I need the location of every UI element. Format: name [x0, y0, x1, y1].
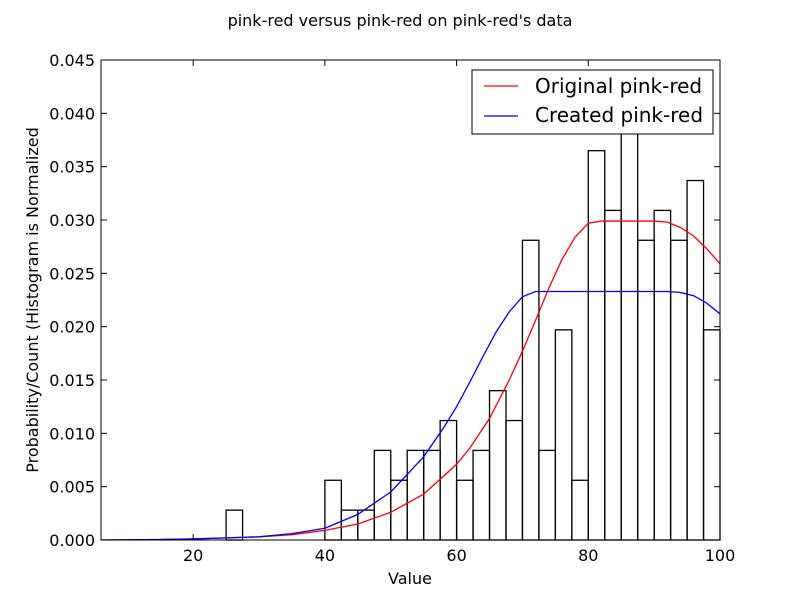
y-axis: 0.000 0.005 0.010 0.015 0.020 0.025 0.030 0.035…: [49, 51, 720, 550]
y-tick-label: 0.000: [49, 531, 95, 550]
x-tick-label: 80: [578, 546, 598, 565]
y-tick-label: 0.040: [49, 104, 95, 123]
y-tick-label: 0.035: [49, 158, 95, 177]
x-axis: 20 40 60 80 100: [183, 60, 735, 565]
y-tick-label: 0.020: [49, 318, 95, 337]
x-tick-label: 40: [315, 546, 335, 565]
y-tick-label: 0.030: [49, 211, 95, 230]
y-tick-label: 0.025: [49, 264, 95, 283]
y-axis-label: Probability/Count (Histogram is Normaliz…: [23, 127, 42, 473]
legend-label-original: Original pink-red: [535, 74, 702, 98]
y-tick-label: 0.010: [49, 424, 95, 443]
legend-label-created: Created pink-red: [535, 103, 703, 127]
x-tick-label: 100: [705, 546, 736, 565]
y-tick-label: 0.005: [49, 478, 95, 497]
chart-title: pink-red versus pink-red on pink-red's d…: [228, 11, 573, 30]
plot-frame: [100, 59, 721, 541]
y-tick-label: 0.045: [49, 51, 95, 70]
density-lines: [101, 220, 720, 540]
x-tick-label: 60: [446, 546, 466, 565]
series-line-created: [101, 290, 720, 540]
legend: Original pink-red Created pink-red: [471, 69, 714, 135]
x-tick-label: 20: [183, 546, 203, 565]
x-axis-label: Value: [388, 569, 432, 588]
y-tick-label: 0.015: [49, 371, 95, 390]
legend-box: [471, 69, 714, 135]
